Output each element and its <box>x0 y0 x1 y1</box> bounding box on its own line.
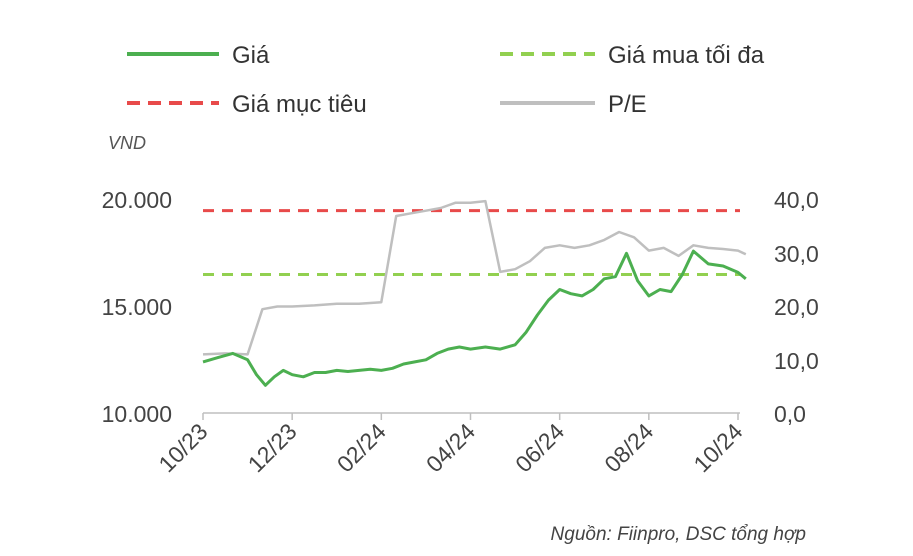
y-right-tick-label: 0,0 <box>774 401 806 427</box>
y-right-tick-label: 10,0 <box>774 348 819 374</box>
y-axis-left: 20.000 15.000 10.000 <box>102 187 172 427</box>
source-note: Nguồn: Fiinpro, DSC tổng hợp <box>551 524 806 545</box>
legend-item-pe: P/E <box>500 91 647 118</box>
series-line-pe <box>202 199 747 356</box>
series-line-price <box>202 249 747 387</box>
y-axis-right: 40,0 30,0 20,0 10,0 0,0 <box>774 187 819 427</box>
x-axis: 10/23 12/23 02/24 04/24 06/24 08/24 10/24 <box>153 413 748 477</box>
y-left-tick-label: 15.000 <box>102 294 172 320</box>
legend-item-price: Giá <box>127 42 270 69</box>
legend-item-max-buy: Giá mua tối đa <box>500 42 765 69</box>
x-tick-label: 04/24 <box>421 418 480 477</box>
x-tick-label: 10/23 <box>153 418 212 477</box>
x-tick-label: 06/24 <box>510 418 569 477</box>
legend-label-max-buy: Giá mua tối đa <box>608 42 765 69</box>
y-axis-unit-label: VND <box>108 133 146 153</box>
x-tick-label: 12/23 <box>243 418 302 477</box>
legend-label-price: Giá <box>232 42 270 69</box>
x-tick-label: 08/24 <box>599 418 658 477</box>
x-tick-label: 10/24 <box>688 418 747 477</box>
y-right-tick-label: 40,0 <box>774 187 819 213</box>
legend-label-target: Giá mục tiêu <box>232 91 367 118</box>
y-left-tick-label: 20.000 <box>102 187 172 213</box>
legend-label-pe: P/E <box>608 91 647 118</box>
y-right-tick-label: 20,0 <box>774 294 819 320</box>
x-tick-label: 02/24 <box>332 418 391 477</box>
legend: Giá Giá mua tối đa Giá mục tiêu P/E <box>127 42 765 118</box>
y-right-tick-label: 30,0 <box>774 241 819 267</box>
legend-item-target: Giá mục tiêu <box>127 91 367 118</box>
y-left-tick-label: 10.000 <box>102 401 172 427</box>
